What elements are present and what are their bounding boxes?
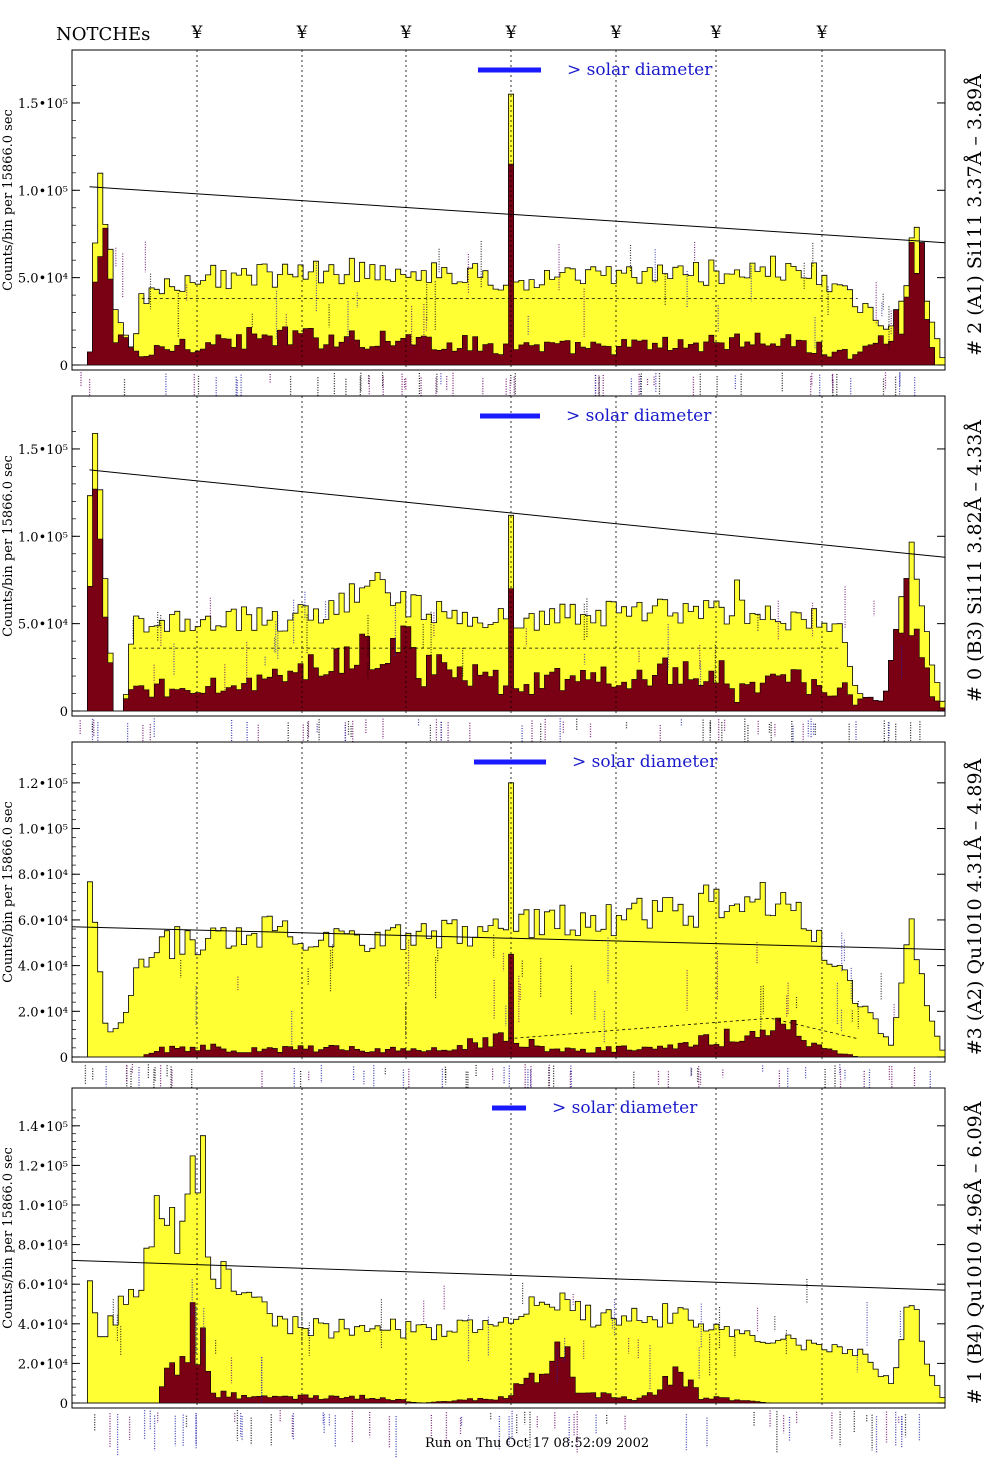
y-tick-label: 1.4•10⁵: [18, 1120, 68, 1135]
y-tick-label: 6.0•10⁴: [18, 1278, 68, 1293]
panel-label: # 1 (B4) Qu1010 4.96Å – 6.09Å: [964, 1101, 986, 1404]
total-counts-histogram: [72, 1135, 946, 1404]
notches-label: NOTCHEs: [56, 24, 150, 45]
y-tick-label: 1.0•10⁵: [18, 823, 68, 838]
total-counts-histogram: [72, 782, 946, 1058]
first-order-histogram: [72, 953, 945, 1058]
y-tick-label: 2.0•10⁴: [18, 1357, 68, 1372]
y-tick-label: 0: [60, 1397, 68, 1412]
y-tick-label: 8.0•10⁴: [18, 1239, 68, 1254]
notch-marker: ¥: [710, 23, 722, 43]
notch-marker: ¥: [610, 23, 622, 43]
notches-header: NOTCHEs ¥ ¥ ¥ ¥ ¥ ¥ ¥: [56, 23, 828, 45]
trend-line: [89, 469, 946, 558]
y-axis-label: Counts/bin per 15866.0 sec: [1, 1147, 16, 1329]
solar-diameter-label: > solar diameter: [552, 1098, 698, 1118]
total-counts-histogram: [72, 433, 946, 712]
first-order-histogram: [72, 488, 946, 712]
y-tick-label: 1.5•10⁵: [18, 443, 68, 458]
spectrum-panel: 0 2.0•10⁴ 4.0•10⁴ 6.0•10⁴ 8.0•10⁴ 1.0•10⁵ 1.2•…: [1, 741, 986, 1113]
y-tick-label: 0: [60, 1051, 68, 1066]
y-tick-label: 4.0•10⁴: [18, 1318, 68, 1333]
y-tick-label: 1.0•10⁵: [18, 184, 68, 199]
notch-marker: ¥: [191, 23, 203, 43]
run-timestamp: Run on Thu Oct 17 08:52:09 2002: [425, 1436, 649, 1451]
y-axis-label: Counts/bin per 15866.0 sec: [1, 455, 16, 637]
notch-marker: ¥: [816, 23, 828, 43]
y-axis-label: Counts/bin per 15866.0 sec: [1, 801, 16, 983]
y-tick-label: 0: [60, 705, 68, 720]
solar-diameter-label: > solar diameter: [572, 752, 718, 772]
y-tick-label: 5.0•10⁴: [18, 618, 68, 633]
y-tick-label: 0: [60, 359, 68, 374]
solar-diameter-label: > solar diameter: [566, 406, 712, 426]
solar-diameter-label: > solar diameter: [567, 60, 713, 80]
panel-label: # 2 (A1) Si111 3.37Å – 3.89Å: [964, 74, 986, 356]
panel-label: # 0 (B3) Si111 3.82Å – 4.33Å: [964, 420, 986, 702]
y-tick-label: 5.0•10⁴: [18, 272, 68, 287]
y-tick-label: 1.2•10⁵: [18, 1159, 68, 1174]
first-order-histogram: [72, 1302, 945, 1404]
y-tick-label: 1.0•10⁵: [18, 530, 68, 545]
trend-line: [89, 186, 946, 244]
trend-line: [71, 1259, 946, 1291]
y-tick-label: 8.0•10⁴: [18, 868, 68, 883]
notch-marker: ¥: [400, 23, 412, 43]
y-tick-label: 2.0•10⁴: [18, 1005, 68, 1020]
spectrum-panel: 0 2.0•10⁴ 4.0•10⁴ 6.0•10⁴ 8.0•10⁴ 1.0•10⁵ 1.2•…: [1, 1087, 986, 1458]
trend-line: [71, 926, 946, 951]
notch-marker: ¥: [505, 23, 517, 43]
y-tick-label: 1.2•10⁵: [18, 777, 68, 792]
y-tick-label: 4.0•10⁴: [18, 960, 68, 975]
y-tick-label: 1.0•10⁵: [18, 1199, 68, 1214]
panel-label: #3 (A2) Qu1010 4.31Å – 4.89Å: [964, 758, 986, 1055]
y-tick-label: 1.5•10⁵: [18, 97, 68, 112]
y-axis-label: Counts/bin per 15866.0 sec: [1, 109, 16, 291]
notch-marker: ¥: [296, 23, 308, 43]
y-tick-label: 6.0•10⁴: [18, 914, 68, 929]
first-order-histogram: [72, 163, 945, 366]
